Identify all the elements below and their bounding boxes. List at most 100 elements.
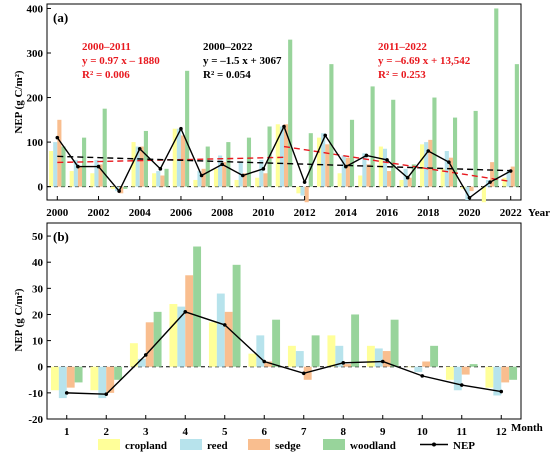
b-bar-reed bbox=[493, 366, 502, 396]
panel-a-frame bbox=[46, 3, 522, 201]
b-bar-reed bbox=[256, 335, 265, 367]
b-nep-point bbox=[341, 361, 346, 365]
b-xtick-label: 9 bbox=[380, 426, 386, 438]
a-bar-sedge bbox=[510, 166, 515, 187]
b-nep-point bbox=[420, 374, 425, 378]
a-nep-point bbox=[426, 149, 431, 153]
b-xtick-label: 3 bbox=[143, 426, 149, 438]
trend-equation-2011-2022: y = –6.69 x + 13,542 bbox=[378, 55, 471, 67]
b-bar-woodland bbox=[272, 319, 281, 367]
legend-swatch-sedge bbox=[248, 439, 270, 450]
a-xtick-label: 2010 bbox=[252, 207, 275, 219]
b-nep-line bbox=[66, 311, 502, 395]
trendline-2000-2022 bbox=[57, 155, 511, 172]
a-nep-point bbox=[405, 175, 410, 180]
b-ytick-label: 0 bbox=[38, 362, 44, 374]
b-nep-point bbox=[459, 383, 464, 387]
a-nep-point bbox=[179, 126, 183, 131]
b-bar-reed bbox=[58, 366, 67, 399]
b-bar-cropland bbox=[50, 366, 59, 391]
panel-b-label: (b) bbox=[53, 229, 69, 244]
a-nep-point bbox=[488, 180, 492, 184]
b-ytick-label: -20 bbox=[28, 414, 43, 426]
b-bar-sedge bbox=[461, 366, 470, 375]
trendline-2011-2022 bbox=[283, 145, 511, 183]
a-bar-reed bbox=[156, 171, 161, 187]
b-bar-cropland bbox=[208, 322, 217, 367]
a-bar-cropland bbox=[399, 179, 404, 187]
b-bar-woodland bbox=[430, 345, 439, 367]
a-bar-woodland bbox=[288, 39, 293, 187]
a-bar-reed bbox=[73, 159, 78, 187]
a-bar-reed bbox=[135, 146, 140, 187]
a-bar-cropland bbox=[275, 124, 280, 187]
b-nep-point bbox=[222, 323, 227, 327]
a-ytick-label: 400 bbox=[27, 3, 44, 15]
a-nep-point bbox=[282, 124, 286, 129]
trend-label-2011-2022: 2011–2022 bbox=[378, 41, 427, 53]
panel-b-frame bbox=[46, 222, 522, 420]
a-bar-sedge bbox=[345, 157, 350, 187]
b-bar-cropland bbox=[366, 345, 375, 367]
b-bar-cropland bbox=[485, 366, 494, 388]
a-bar-cropland bbox=[234, 179, 239, 187]
a-bar-sedge bbox=[407, 177, 412, 187]
b-xtick-label: 2 bbox=[104, 426, 110, 438]
a-bar-woodland bbox=[452, 117, 458, 187]
a-bar-woodland bbox=[61, 146, 66, 187]
a-bar-sedge bbox=[201, 168, 206, 187]
panel-a-ylabel: NEP (g C/m²) bbox=[13, 70, 25, 134]
b-ytick-label: 20 bbox=[32, 309, 44, 321]
legend: cropland reed sedge woodland NEP bbox=[98, 439, 475, 452]
a-bar-woodland bbox=[205, 146, 210, 187]
a-ytick-label: 200 bbox=[27, 93, 44, 105]
b-bar-reed bbox=[335, 345, 344, 367]
a-bar-reed bbox=[506, 171, 511, 187]
b-ytick-label: -10 bbox=[28, 388, 43, 400]
a-bar-woodland bbox=[349, 119, 355, 187]
b-bar-reed bbox=[374, 348, 383, 367]
a-nep-point bbox=[76, 164, 80, 169]
b-xtick-label: 5 bbox=[222, 426, 228, 438]
a-bar-woodland bbox=[226, 142, 231, 187]
a-bar-sedge bbox=[160, 175, 165, 187]
a-bar-cropland bbox=[358, 175, 363, 187]
b-bar-sedge bbox=[343, 364, 352, 367]
a-bar-sedge bbox=[263, 173, 268, 187]
b-bar-sedge bbox=[382, 351, 391, 367]
a-xtick-label: 2012 bbox=[294, 207, 317, 219]
b-bar-sedge bbox=[501, 366, 510, 383]
b-xtick-label: 12 bbox=[496, 426, 508, 438]
a-bar-reed bbox=[176, 128, 181, 187]
a-ytick-label: 100 bbox=[27, 137, 44, 149]
a-bar-cropland bbox=[337, 173, 342, 187]
a-bar-cropland bbox=[213, 168, 219, 187]
a-nep-point bbox=[447, 160, 451, 164]
a-xtick-label: 2000 bbox=[46, 207, 69, 219]
b-bar-cropland bbox=[327, 335, 336, 367]
a-bar-sedge bbox=[119, 186, 124, 194]
a-bar-sedge bbox=[242, 173, 247, 187]
legend-label-reed: reed bbox=[207, 440, 228, 452]
b-nep-point bbox=[499, 389, 504, 394]
a-xtick-label: 2018 bbox=[417, 207, 440, 219]
a-nep-point bbox=[302, 180, 307, 184]
b-xtick-label: 11 bbox=[457, 426, 467, 438]
a-nep-point bbox=[158, 167, 163, 171]
b-nep-point bbox=[143, 353, 148, 357]
a-bar-cropland bbox=[49, 151, 54, 187]
b-nep-point bbox=[64, 391, 69, 395]
a-bar-sedge bbox=[139, 146, 144, 187]
a-bar-reed bbox=[424, 142, 429, 187]
b-bar-sedge bbox=[422, 361, 431, 367]
b-bar-woodland bbox=[232, 264, 241, 367]
b-nep-point bbox=[262, 359, 267, 364]
legend-label-cropland: cropland bbox=[125, 440, 167, 452]
trend-label-2000-2022: 2000–2022 bbox=[203, 41, 253, 53]
b-xtick-label: 8 bbox=[341, 426, 347, 438]
trend-equation-2000-2022: y = –1.5 x + 3067 bbox=[203, 55, 282, 67]
a-bar-sedge bbox=[387, 171, 392, 187]
a-nep-point bbox=[323, 133, 328, 138]
b-bar-sedge bbox=[264, 361, 273, 367]
